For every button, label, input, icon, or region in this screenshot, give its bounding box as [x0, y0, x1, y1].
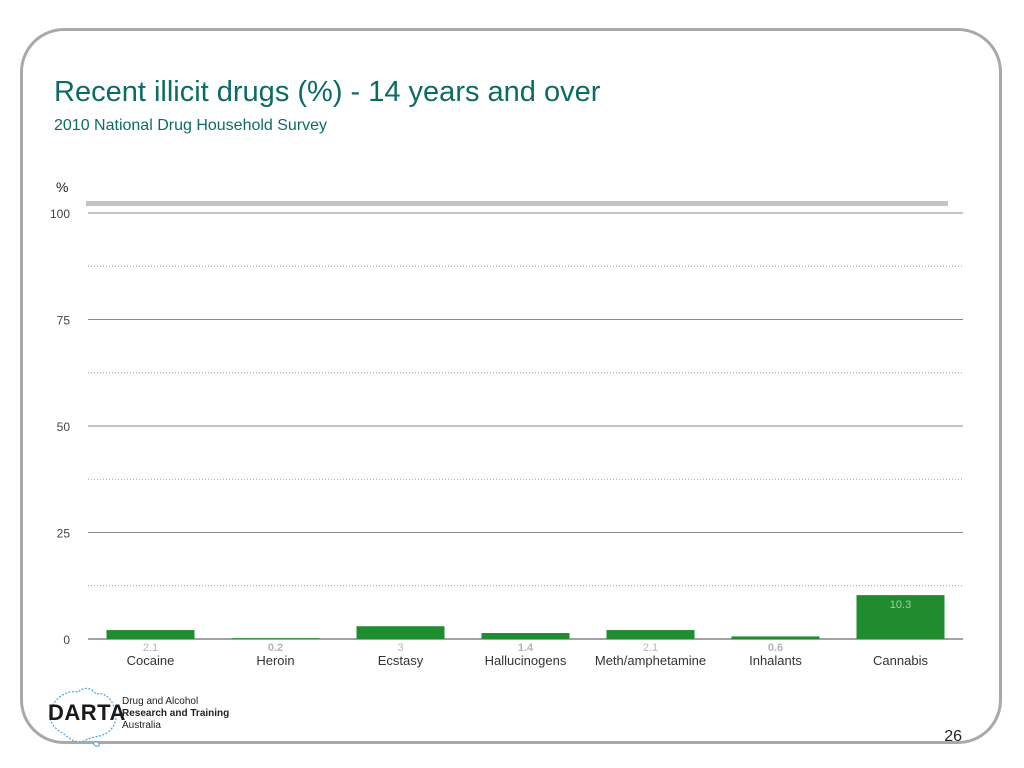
x-tick-label: Hallucinogens — [485, 653, 567, 668]
y-tick-label: 100 — [50, 207, 70, 221]
x-tick-label: Cocaine — [127, 653, 175, 668]
bar — [106, 630, 195, 639]
logo-line-2: Research and Training — [122, 708, 230, 719]
chart-subtitle: 2010 National Drug Household Survey — [54, 117, 328, 134]
bar — [231, 638, 320, 639]
x-tick-label: Meth/amphetamine — [595, 653, 706, 668]
data-label: 0.6 — [768, 642, 783, 654]
logo-line-1: Drug and Alcohol — [122, 696, 199, 707]
data-label: 0.2 — [268, 642, 283, 654]
x-tick-label: Inhalants — [749, 653, 802, 668]
data-label: 2.1 — [143, 642, 158, 654]
australia-map-icon — [49, 687, 117, 747]
bar — [856, 595, 945, 639]
y-axis-label: % — [56, 179, 68, 195]
x-tick-label: Heroin — [256, 653, 294, 668]
y-tick-label: 75 — [57, 314, 71, 328]
x-tick-label: Ecstasy — [378, 653, 424, 668]
data-label: 1.4 — [518, 642, 534, 654]
y-tick-label: 25 — [57, 527, 71, 541]
data-label: 2.1 — [643, 642, 658, 654]
bar — [731, 636, 820, 639]
bar — [356, 626, 445, 639]
y-tick-label: 50 — [57, 420, 71, 434]
y-tick-label: 0 — [63, 633, 70, 647]
logo-line-3: Australia — [122, 720, 161, 731]
data-label: 3 — [397, 642, 403, 654]
page-number: 26 — [944, 728, 962, 745]
logo-wordmark: DARTA — [48, 700, 126, 725]
darta-logo: DARTA Drug and Alcohol Research and Trai… — [42, 682, 229, 753]
bar — [606, 630, 695, 639]
data-label: 10.3 — [890, 599, 911, 611]
bar — [481, 633, 570, 639]
chart-top-bar — [86, 201, 948, 206]
chart-title: Recent illicit drugs (%) - 14 years and … — [54, 76, 601, 108]
x-tick-label: Cannabis — [873, 653, 928, 668]
slide-frame — [20, 28, 1002, 744]
